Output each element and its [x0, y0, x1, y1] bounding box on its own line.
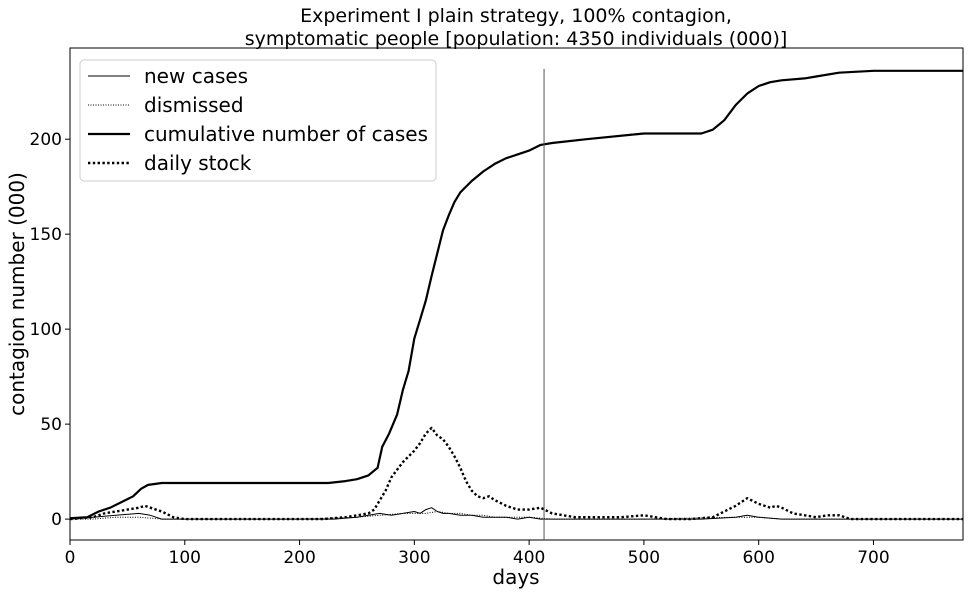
chart-title-line1: Experiment I plain strategy, 100% contag… [300, 5, 732, 27]
plot-frame [69, 47, 964, 541]
y-axis-label: contagion number (000) [5, 172, 29, 416]
y-tick-label: 100 [30, 320, 62, 340]
y-tick-label: 50 [40, 415, 62, 435]
x-tick-label: 500 [628, 548, 660, 568]
x-tick-label: 100 [169, 548, 201, 568]
y-tick-label: 150 [30, 225, 62, 245]
x-axis-ticks: 0 100 200 300 400 500 600 700 [65, 540, 890, 568]
legend-label-dismissed: dismissed [144, 93, 244, 117]
x-tick-label: 400 [513, 548, 545, 568]
chart-title-line2: symptomatic people [population: 4350 ind… [245, 28, 788, 50]
legend-label-new-cases: new cases [144, 64, 248, 88]
series-line-new-cases [69, 507, 963, 520]
x-axis-label: days [492, 565, 539, 589]
y-tick-label: 200 [30, 130, 62, 150]
x-tick-label: 200 [283, 548, 315, 568]
y-tick-label: 0 [51, 510, 62, 530]
x-tick-label: 300 [398, 548, 430, 568]
plot-area [69, 47, 964, 541]
series-layer [69, 69, 963, 521]
legend-box [79, 59, 437, 182]
series-line-cumulative-number-of-cases [69, 69, 963, 520]
legend-label-cumulative: cumulative number of cases [144, 122, 428, 146]
x-tick-label: 700 [857, 548, 889, 568]
y-axis-ticks: 0 50 100 150 200 [30, 130, 70, 530]
x-tick-label: 600 [742, 548, 774, 568]
legend-label-daily-stock: daily stock [144, 151, 252, 175]
legend: new cases dismissed cumulative number of… [79, 59, 437, 182]
x-tick-label: 0 [65, 548, 76, 568]
series-line-daily-stock [69, 426, 963, 521]
